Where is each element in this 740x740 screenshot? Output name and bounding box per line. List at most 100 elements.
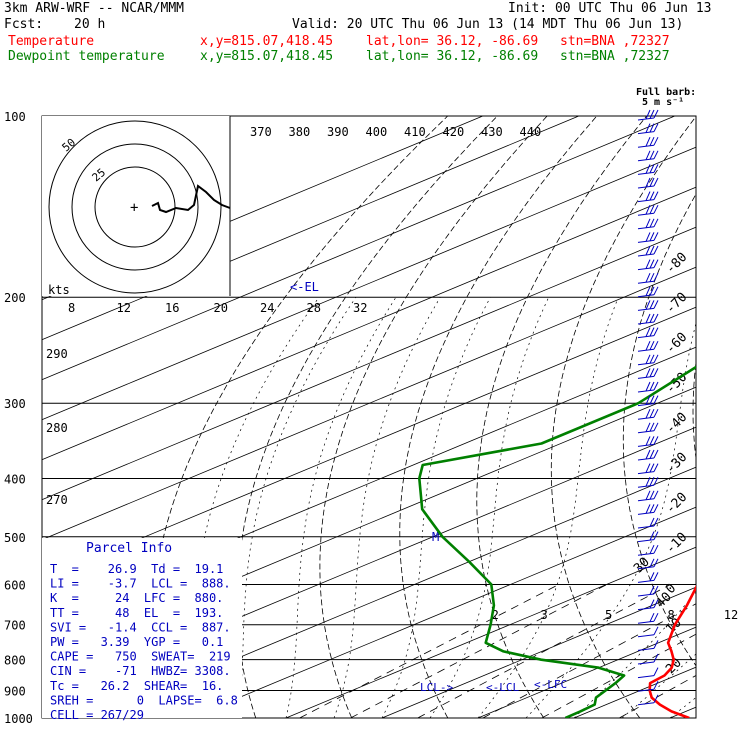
pressure-label: 1000: [4, 712, 33, 726]
parcel-info-row: CELL = 267/29: [50, 708, 144, 722]
speed-label: 28: [307, 301, 321, 315]
speed-label: 24: [260, 301, 274, 315]
pressure-label: 100: [4, 110, 26, 124]
dry-adiabat-line: [319, 116, 548, 718]
model-title: 3km ARW-WRF -- NCAR/MMM: [4, 1, 185, 16]
wind-barb: [637, 517, 659, 529]
wind-barb: [637, 150, 659, 162]
wind-barb: [637, 177, 659, 189]
dewpoint-station: stn=BNA ,72327: [560, 49, 670, 64]
pressure-label: 400: [4, 472, 26, 486]
lcl-marker: LCL->: [420, 681, 453, 694]
parcel-info-row: CAPE = 750 SWEAT= 219: [50, 650, 231, 664]
dewpoint-legend-label: Dewpoint temperature: [8, 49, 165, 64]
init-time: Init: 00 UTC Thu 06 Jun 13: [508, 1, 712, 16]
isotherm-line: [42, 306, 696, 581]
mixing-ratio-label: 2: [492, 608, 499, 622]
mixing-ratio-label: 12: [724, 608, 738, 622]
dry-adiabat-label: 270: [46, 493, 68, 507]
isotherm-line: [42, 116, 579, 341]
dewpoint-xy: x,y=815.07,418.45: [200, 49, 334, 64]
wind-barb: [637, 585, 659, 597]
theta-label: 420: [443, 125, 465, 139]
speed-label: 20: [214, 301, 228, 315]
moist-adiabat-line: [237, 297, 357, 718]
parcel-info-row: LI = -3.7 LCL = 888.: [50, 577, 231, 591]
wind-barb: [637, 340, 659, 352]
mixing-ratio-label: 8: [667, 608, 674, 622]
theta-label: 410: [404, 125, 426, 139]
parcel-info-row: SREH = 0 LAPSE= 6.8: [50, 693, 238, 707]
moist-adiabat-line: [429, 297, 550, 718]
wind-barb: [637, 449, 659, 461]
wind-barb: [637, 259, 659, 271]
wind-barb: [637, 558, 659, 570]
mixing-ratio-line: [417, 584, 671, 718]
plot-border: [41, 115, 697, 719]
dry-adiabat-label: 290: [46, 347, 68, 361]
parcel-info-background: [42, 538, 242, 718]
parcel-info-title: Parcel Info: [86, 541, 172, 556]
wind-barb: [637, 300, 659, 311]
hodograph-trace: [151, 184, 231, 214]
isotherm-line: [42, 116, 483, 301]
theta-label: 390: [327, 125, 349, 139]
wind-barb: [637, 680, 659, 692]
wind-barb: [637, 599, 659, 611]
wind-barb: [637, 245, 659, 257]
speed-label: 8: [68, 301, 75, 315]
dry-adiabat-line: [550, 116, 696, 718]
parcel-lcl-marker: <-LCL: [486, 681, 519, 694]
hodograph-ring: [71, 143, 199, 271]
wind-barb: [637, 204, 659, 216]
wind-barb: [637, 286, 659, 298]
hodograph-background: [42, 116, 230, 296]
wind-barb: [637, 544, 659, 556]
wind-barb: [637, 109, 659, 121]
wind-barb: [637, 531, 659, 543]
theta-label: 380: [289, 125, 311, 139]
speed-label: 32: [353, 301, 367, 315]
wind-barb: [637, 395, 659, 407]
mixing-ratio-line: [299, 584, 560, 718]
wind-barb: [637, 313, 659, 325]
wind-barb: [637, 504, 659, 515]
wind-barb: [637, 667, 659, 679]
wind-barb: [637, 218, 659, 230]
moist-adiabat-line: [333, 297, 441, 718]
isotherm-label: -10: [663, 530, 690, 557]
wind-barb: [637, 490, 659, 502]
isotherm-label: -20: [663, 490, 690, 517]
sounding-profiles: [418, 365, 696, 718]
dry-adiabat-line: [692, 359, 696, 462]
theta-label: 400: [366, 125, 388, 139]
dry-adiabat-line: [399, 116, 598, 718]
wind-barb: [637, 164, 659, 175]
wind-barb: [637, 626, 659, 638]
isotherm-label: -60: [663, 330, 690, 357]
temperature-station: stn=BNA ,72327: [560, 34, 670, 49]
wind-barb: [637, 572, 659, 583]
wind-barb: [637, 327, 659, 339]
wind-barb: [637, 191, 659, 203]
theta-label: 440: [520, 125, 542, 139]
pressure-label: 800: [4, 654, 26, 668]
isotherm-line: [93, 466, 696, 718]
parcel-info-row: SVI = -1.4 CCL = 887.: [50, 620, 231, 634]
parcel-info-row: TT = 48 EL = 193.: [50, 606, 223, 620]
parcel-info-row: T = 26.9 Td = 19.1: [50, 562, 223, 576]
parcel-info-row: PW = 3.39 YGP = 0.1: [50, 635, 223, 649]
isotherm-line: [42, 146, 696, 421]
pressure-label: 300: [4, 397, 26, 411]
wind-barb: [637, 476, 659, 488]
hodograph-units: kts: [48, 283, 70, 297]
header: 3km ARW-WRF -- NCAR/MMM Init: 00 UTC Thu…: [0, 0, 740, 70]
wind-barb: [637, 354, 659, 366]
moist-adiabat-line: [525, 321, 696, 718]
valid-time: Valid: 20 UTC Thu 06 Jun 13 (14 MDT Thu …: [292, 17, 684, 32]
pressure-label: 900: [4, 684, 26, 698]
pressure-label: 600: [4, 578, 26, 592]
parcel-info-row: CIN = -71 HWBZ= 3308.: [50, 664, 231, 678]
wind-barb: [637, 408, 659, 420]
